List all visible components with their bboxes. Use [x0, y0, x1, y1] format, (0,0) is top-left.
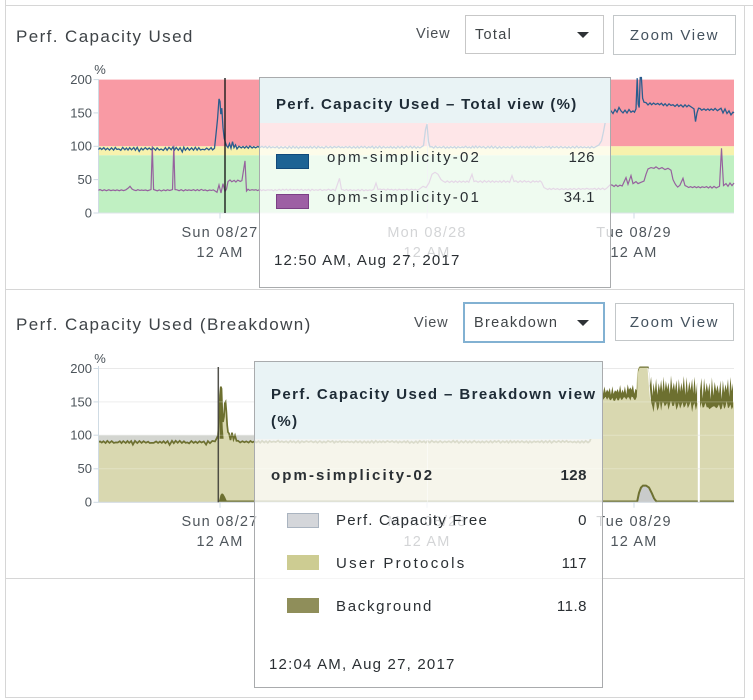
svg-text:200: 200 [70, 361, 92, 376]
svg-text:150: 150 [70, 105, 92, 120]
svg-text:100: 100 [70, 428, 92, 443]
svg-text:%: % [94, 62, 106, 77]
svg-text:12 AM: 12 AM [196, 534, 243, 550]
svg-text:200: 200 [70, 72, 92, 87]
svg-text:Tue 08/29: Tue 08/29 [596, 225, 672, 241]
svg-text:12 AM: 12 AM [610, 245, 657, 261]
svg-text:12 AM: 12 AM [610, 534, 657, 550]
svg-text:%: % [94, 351, 106, 366]
svg-text:Tue 08/29: Tue 08/29 [596, 514, 672, 530]
svg-text:50: 50 [78, 461, 92, 476]
svg-text:150: 150 [70, 394, 92, 409]
svg-text:12 AM: 12 AM [196, 245, 243, 261]
svg-text:Sun 08/27: Sun 08/27 [182, 514, 259, 530]
svg-text:100: 100 [70, 139, 92, 154]
svg-text:50: 50 [78, 172, 92, 187]
svg-text:Sun 08/27: Sun 08/27 [182, 225, 259, 241]
svg-text:0: 0 [85, 495, 92, 510]
svg-text:0: 0 [85, 205, 92, 220]
